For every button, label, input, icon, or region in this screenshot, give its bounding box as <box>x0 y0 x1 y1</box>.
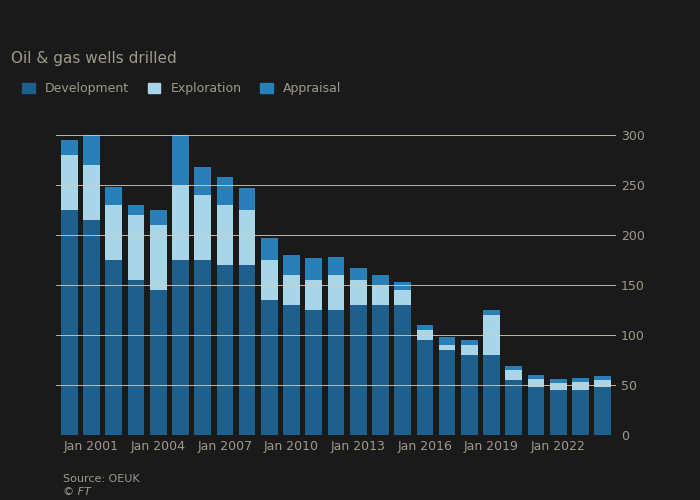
Bar <box>83 220 100 435</box>
Bar <box>172 260 189 435</box>
Bar <box>594 376 611 380</box>
Bar <box>483 355 500 435</box>
Bar <box>61 155 78 210</box>
Bar <box>216 177 233 205</box>
Bar <box>483 310 500 315</box>
Bar <box>350 305 367 435</box>
Bar <box>394 305 411 435</box>
Bar <box>195 260 211 435</box>
Bar <box>328 257 344 275</box>
Bar <box>350 268 367 280</box>
Bar <box>172 185 189 260</box>
Bar <box>483 315 500 355</box>
Bar <box>261 300 278 435</box>
Bar <box>528 379 545 387</box>
Bar <box>216 205 233 265</box>
Bar <box>505 380 522 435</box>
Bar <box>550 390 566 435</box>
Bar <box>127 280 144 435</box>
Bar <box>195 195 211 260</box>
Bar <box>305 258 322 280</box>
Bar <box>416 340 433 435</box>
Bar <box>216 265 233 435</box>
Bar <box>172 135 189 185</box>
Bar <box>572 378 589 382</box>
Bar <box>328 310 344 435</box>
Bar <box>594 387 611 435</box>
Bar <box>284 305 300 435</box>
Bar <box>394 282 411 290</box>
Bar <box>106 187 122 205</box>
Bar <box>594 380 611 387</box>
Bar <box>505 366 522 370</box>
Bar <box>461 345 477 355</box>
Bar <box>505 370 522 380</box>
Bar <box>239 265 256 435</box>
Bar <box>372 275 389 285</box>
Bar <box>572 390 589 435</box>
Bar <box>195 167 211 195</box>
Bar <box>372 285 389 305</box>
Bar <box>150 290 167 435</box>
Bar <box>127 205 144 215</box>
Bar <box>150 225 167 290</box>
Bar <box>150 210 167 225</box>
Bar <box>572 382 589 390</box>
Bar <box>83 135 100 165</box>
Bar <box>350 280 367 305</box>
Bar <box>394 290 411 305</box>
Bar <box>106 260 122 435</box>
Bar <box>328 275 344 310</box>
Bar <box>106 205 122 260</box>
Bar <box>83 165 100 220</box>
Bar <box>284 255 300 275</box>
Bar <box>416 325 433 330</box>
Bar <box>305 280 322 310</box>
Bar <box>550 383 566 390</box>
Bar <box>439 350 456 435</box>
Bar <box>239 210 256 265</box>
Bar <box>305 310 322 435</box>
Bar <box>372 305 389 435</box>
Bar <box>239 188 256 210</box>
Bar <box>284 275 300 305</box>
Bar <box>416 330 433 340</box>
Bar <box>550 379 566 383</box>
Bar <box>261 238 278 260</box>
Bar <box>461 355 477 435</box>
Bar <box>461 340 477 345</box>
Text: Source: OEUK: Source: OEUK <box>63 474 139 484</box>
Legend: Development, Exploration, Appraisal: Development, Exploration, Appraisal <box>18 77 346 100</box>
Bar <box>528 375 545 379</box>
Text: © FT: © FT <box>63 487 91 497</box>
Bar <box>127 215 144 280</box>
Bar <box>61 140 78 155</box>
Text: Oil & gas wells drilled: Oil & gas wells drilled <box>11 52 177 66</box>
Bar <box>439 345 456 350</box>
Bar <box>261 260 278 300</box>
Bar <box>439 337 456 345</box>
Bar <box>528 387 545 435</box>
Bar <box>61 210 78 435</box>
